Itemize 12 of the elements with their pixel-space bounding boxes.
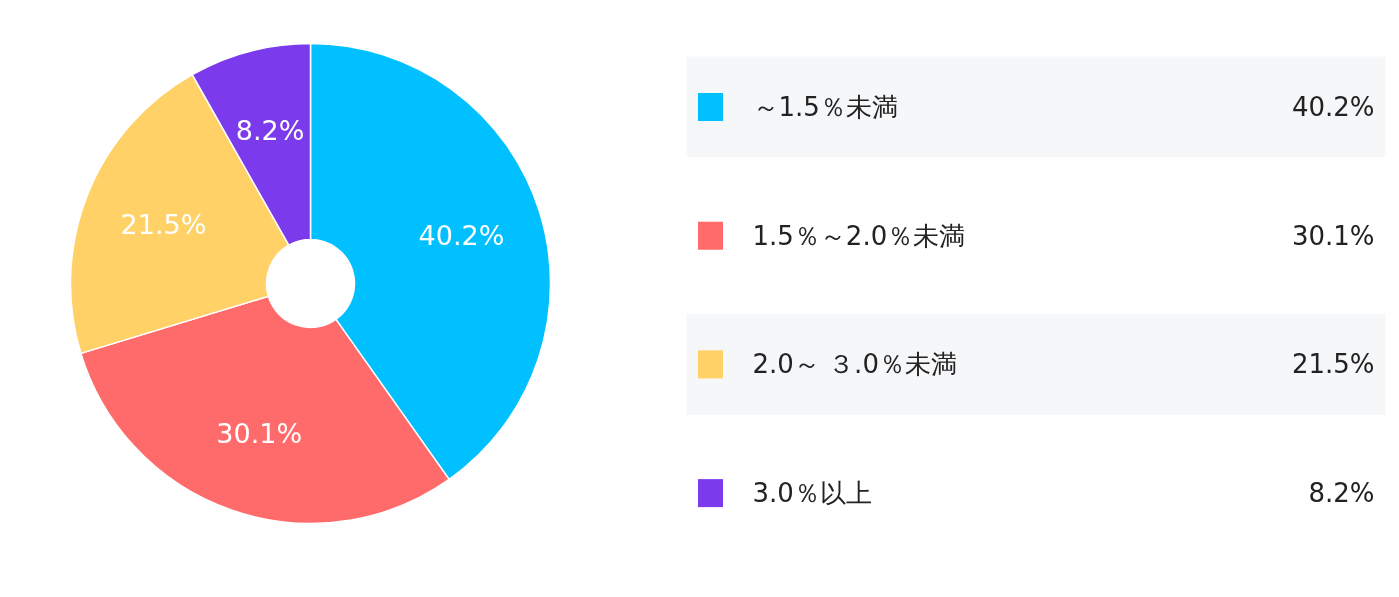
text: 30.1%: [1291, 220, 1375, 251]
text: 40.2%: [1291, 91, 1375, 122]
legend-label: 3.0％以上: [752, 478, 872, 509]
legend-label: 2.0～ ３.0％未満: [752, 349, 957, 380]
data-label: 8.2%: [235, 114, 305, 146]
text: 21.5%: [1291, 349, 1375, 380]
data-label: 21.5%: [120, 209, 207, 241]
legend-label: ～1.5％未満: [752, 91, 898, 122]
data-label: 30.1%: [216, 417, 303, 449]
text: 8.2%: [1308, 478, 1375, 509]
data-label: 40.2%: [418, 220, 505, 251]
legend-label: 1.5％～2.0％未満: [752, 220, 966, 251]
